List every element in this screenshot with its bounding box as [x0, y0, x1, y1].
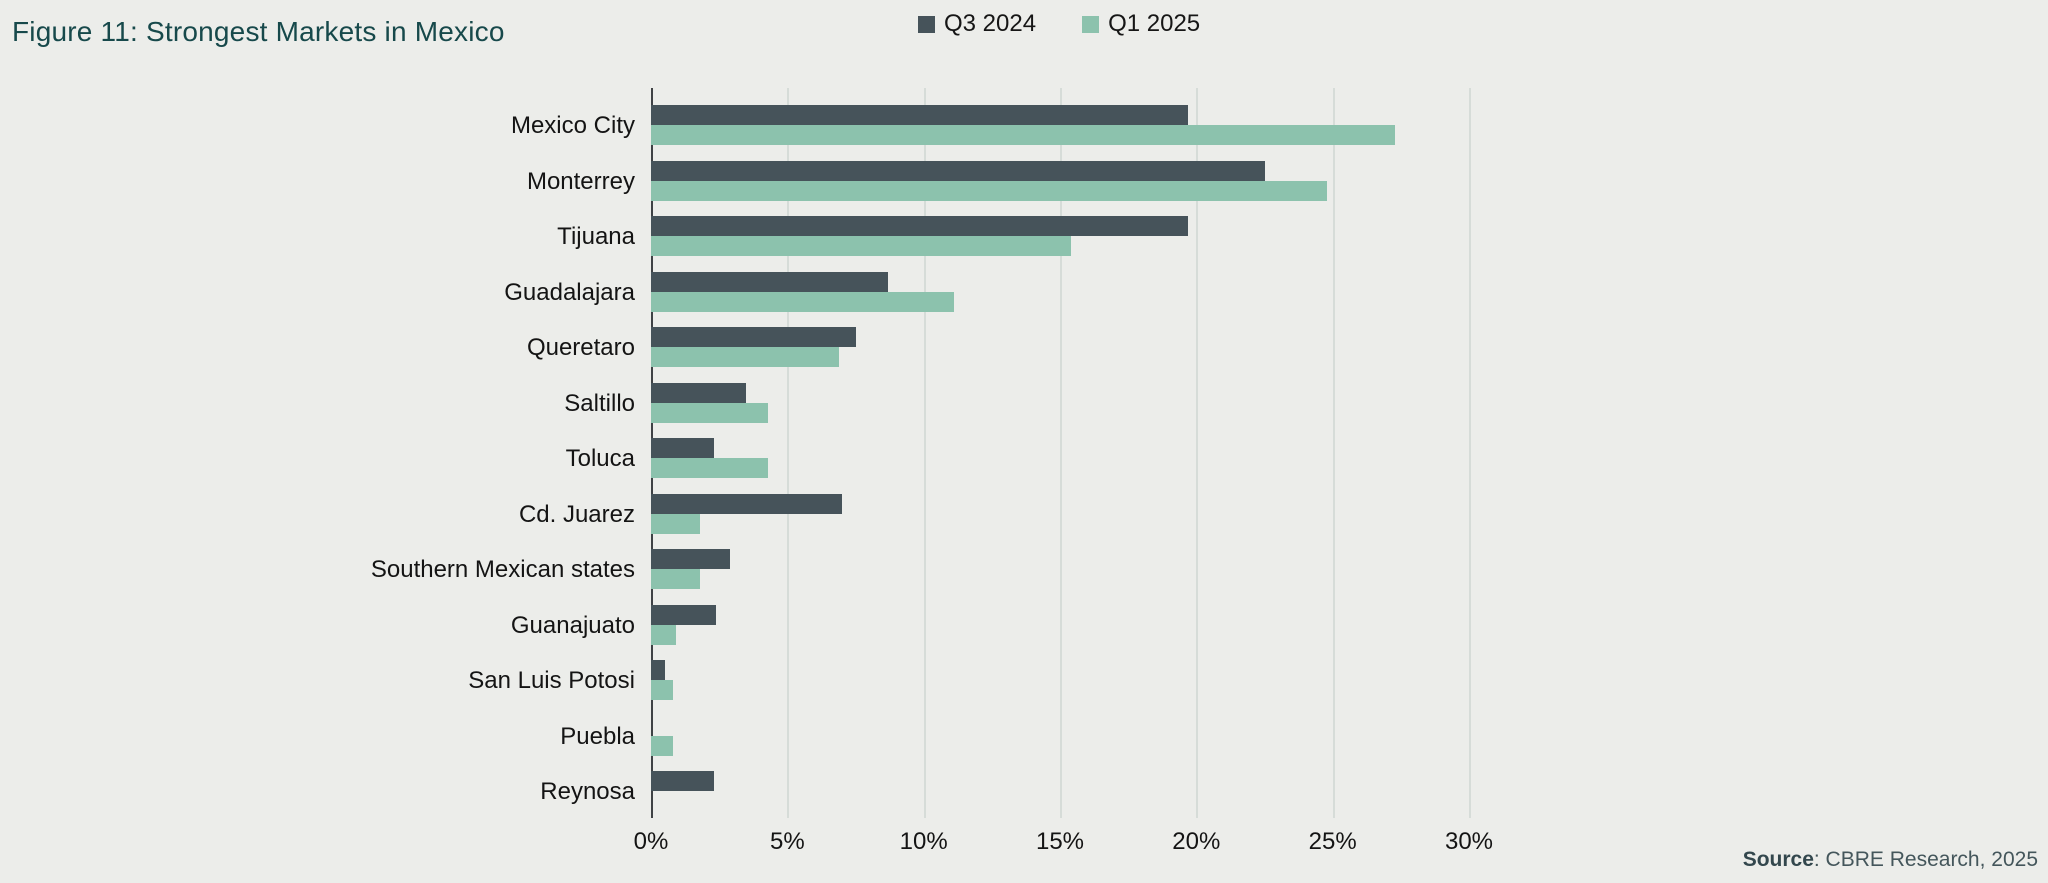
bar-q1-2025 [651, 125, 1396, 145]
source-label: Source [1742, 848, 1814, 871]
table-row: Puebla [0, 708, 2048, 764]
table-row: Cd. Juarez [0, 486, 2048, 542]
x-tick-label: 15% [1035, 828, 1085, 855]
bar-q1-2025 [651, 291, 954, 312]
legend-label-q1-2025: Q1 2025 [1108, 10, 1201, 37]
category-label: Southern Mexican states [370, 556, 635, 583]
table-row: Saltillo [0, 375, 2048, 431]
figure-title: Figure 11: Strongest Markets in Mexico [12, 16, 505, 47]
gridline-5pct [787, 88, 790, 818]
category-label: Cd. Juarez [518, 500, 635, 528]
bar-q3-2024 [651, 549, 731, 569]
bar-q1-2025 [651, 735, 673, 756]
bar-q3-2024 [651, 271, 889, 292]
bar-q1-2025 [651, 624, 676, 645]
bar-rows: Mexico City Monterrey Tijuana Guadalajara Qu… [0, 97, 2048, 819]
bar-q3-2024 [651, 160, 1265, 181]
category-label: Tijuana [557, 223, 635, 250]
source-text: : CBRE Research, 2025 [1813, 848, 2038, 871]
gridline-30pct [1469, 88, 1471, 818]
legend-swatch-q3-2024-icon [918, 15, 935, 33]
bar-q3-2024 [651, 660, 665, 680]
gridline-10pct [923, 88, 926, 818]
x-tick-label: 5% [769, 828, 805, 855]
table-row: Toluca [0, 430, 2048, 486]
category-label: Guadalajara [504, 278, 635, 306]
x-tick-label: 30% [1444, 828, 1494, 855]
bar-q3-2024 [651, 493, 842, 514]
bar-q1-2025 [651, 458, 769, 478]
bar-q3-2024 [651, 604, 717, 625]
category-label: Puebla [560, 722, 635, 750]
bar-q1-2025 [651, 680, 673, 700]
table-row: San Luis Potosi [0, 652, 2048, 708]
bar-q1-2025 [651, 402, 769, 423]
category-label: Toluca [565, 445, 635, 472]
table-row: Monterrey [0, 153, 2048, 209]
category-label: San Luis Potosi [468, 667, 635, 694]
category-label: Monterrey [526, 167, 635, 195]
legend-item-q3-2024: Q3 2024 [918, 10, 1036, 38]
table-row: Southern Mexican states [0, 541, 2048, 597]
gridline-25pct [1332, 88, 1335, 818]
bar-q3-2024 [651, 216, 1189, 236]
bar-q3-2024 [651, 105, 1189, 125]
bar-q3-2024 [651, 327, 856, 347]
x-tick-label: 10% [899, 828, 948, 855]
category-label: Mexico City [510, 112, 635, 139]
table-row: Queretaro [0, 319, 2048, 375]
category-label: Queretaro [526, 334, 635, 361]
legend-label-q3-2024: Q3 2024 [944, 10, 1037, 37]
legend-item-q1-2025: Q1 2025 [1082, 10, 1200, 38]
bar-q3-2024 [651, 771, 714, 791]
chart-legend: Q3 2024 Q1 2025 [918, 10, 1200, 38]
bar-q1-2025 [651, 347, 840, 367]
gridline-15pct [1060, 88, 1062, 818]
source-note: Source: CBRE Research, 2025 [1743, 848, 2038, 872]
bar-q1-2025 [651, 513, 701, 534]
bar-q1-2025 [651, 236, 1071, 256]
legend-swatch-q1-2025-icon [1082, 15, 1100, 33]
x-tick-label: 25% [1308, 828, 1357, 855]
table-row: Tijuana [0, 208, 2048, 264]
category-label: Guanajuato [510, 611, 635, 639]
category-label: Reynosa [540, 778, 635, 805]
x-axis-tick-labels: 0% 5% 10% 15% 20% 25% 30% [634, 828, 1493, 868]
table-row: Guanajuato [0, 597, 2048, 653]
table-row: Guadalajara [0, 264, 2048, 320]
x-tick-label: 20% [1172, 828, 1221, 855]
bar-q3-2024 [651, 382, 747, 403]
table-row: Mexico City [0, 97, 2048, 153]
gridline-20pct [1196, 88, 1199, 818]
table-row: Reynosa [0, 763, 2048, 819]
bar-q1-2025 [651, 180, 1328, 201]
x-tick-label: 0% [633, 828, 669, 855]
category-label: Saltillo [564, 389, 635, 417]
bar-q1-2025 [651, 569, 701, 589]
bar-q3-2024 [651, 438, 714, 458]
